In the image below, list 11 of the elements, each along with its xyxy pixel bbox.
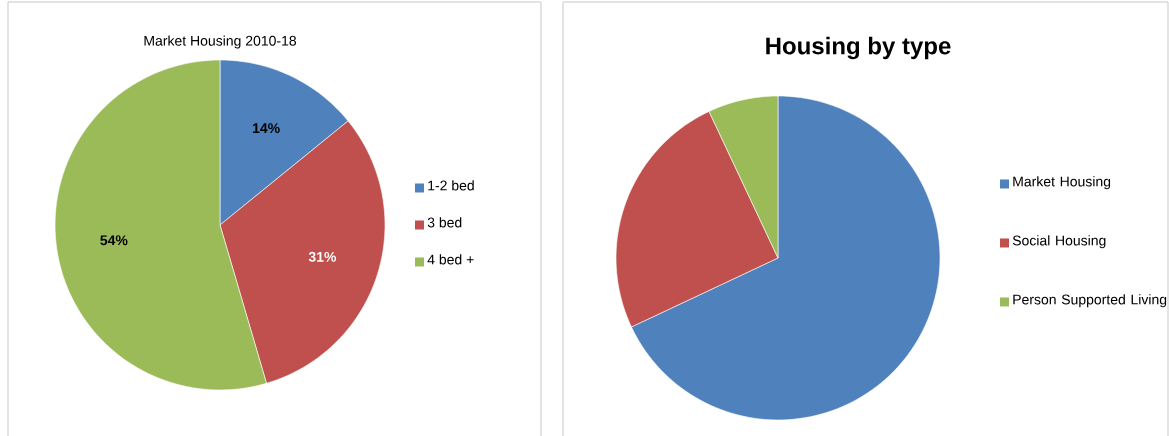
data-label: 54%: [100, 235, 128, 246]
legend-label: 3 bed: [427, 217, 462, 228]
legend-label: Market Housing: [1013, 176, 1111, 190]
data-label: 14%: [252, 123, 280, 134]
legend-label: Person Supported Living: [1013, 294, 1167, 308]
chart-title: Housing by type: [766, 36, 951, 60]
data-label: 31%: [308, 251, 337, 262]
legend-label: 1-2 bed: [428, 180, 474, 191]
legend-label: Social Housing: [1012, 235, 1106, 249]
chart-title: Market Housing 2010-18: [144, 35, 297, 49]
legend-label: 4 bed +: [427, 254, 474, 265]
